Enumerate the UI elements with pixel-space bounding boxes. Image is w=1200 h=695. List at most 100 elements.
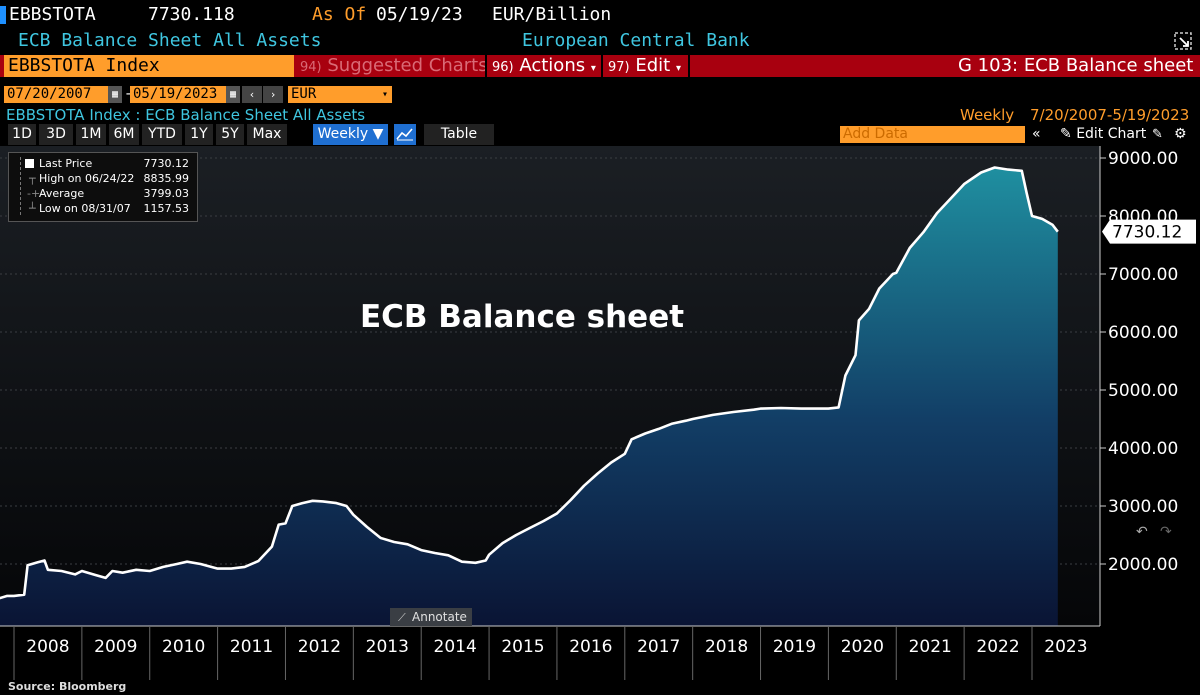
page-title: G 103: ECB Balance sheet: [958, 55, 1194, 76]
legend-last-price: Last Price 7730.12: [9, 156, 197, 171]
svg-text:↷: ↷: [1160, 524, 1172, 540]
tab-1y[interactable]: 1Y: [185, 124, 213, 145]
date-range-label: 7/20/2007-5/19/2023: [1030, 106, 1190, 124]
legend-label: Last Price: [39, 157, 93, 170]
currency-value: EUR: [291, 86, 317, 102]
table-button[interactable]: Table: [424, 124, 494, 145]
range-dash: -: [124, 86, 133, 102]
x-tick-label: 2023: [1044, 637, 1087, 657]
pencil-icon: ✎: [1060, 126, 1072, 142]
start-date-field[interactable]: 07/20/2007: [4, 86, 122, 103]
last-value: 7730.118: [148, 4, 235, 25]
end-date: 05/19/2023: [133, 86, 218, 102]
undo-icon[interactable]: ↶: [1136, 524, 1148, 540]
x-tick-label: 2022: [976, 637, 1019, 657]
x-tick-label: 2008: [26, 637, 69, 657]
legend-high: ┬ High on 06/24/22 8835.99: [9, 171, 197, 186]
y-tick-label: 7000.00: [1108, 265, 1178, 285]
suggested-num: 94): [300, 60, 322, 75]
y-tick-label: 9000.00: [1108, 149, 1178, 169]
series-area: [0, 167, 1058, 626]
as-of-date: 05/19/23: [376, 4, 463, 25]
chevron-down-icon: ▾: [381, 89, 389, 100]
tab-1m[interactable]: 1M: [76, 124, 106, 145]
frequency-value: Weekly: [317, 126, 369, 142]
divider: [601, 55, 603, 77]
calendar-icon[interactable]: ▦: [226, 86, 240, 103]
legend-value: 1157.53: [143, 202, 190, 215]
suggested-charts-menu[interactable]: 94) Suggested Charts: [300, 55, 488, 77]
edit-menu[interactable]: 97) Edit ▾: [608, 55, 681, 77]
start-date: 07/20/2007: [7, 86, 92, 102]
calendar-icon[interactable]: ▦: [108, 86, 122, 103]
annotate-button[interactable]: ⟋ Annotate: [390, 608, 472, 626]
chevron-down-icon: ▼: [372, 126, 384, 142]
line-chart-icon[interactable]: [394, 124, 416, 145]
legend-swatch: [25, 159, 34, 168]
units: EUR/Billion: [492, 4, 612, 25]
tab-ytd[interactable]: YTD: [142, 124, 182, 145]
divider: [688, 55, 690, 77]
frequency-dropdown[interactable]: Weekly ▼: [313, 124, 388, 145]
chart-subtitle: EBBSTOTA Index : ECB Balance Sheet All A…: [6, 106, 366, 124]
actions-menu[interactable]: 96) Actions ▾: [492, 55, 596, 77]
x-tick-label: 2018: [705, 637, 748, 657]
currency-select[interactable]: EUR: [288, 86, 392, 103]
redo-icon[interactable]: ↷: [1160, 524, 1172, 540]
chevron-down-icon: ▾: [590, 63, 596, 74]
frequency-label: Weekly: [960, 106, 1015, 124]
tab-1d[interactable]: 1D: [8, 124, 36, 145]
toolbar: [0, 55, 1200, 77]
divider: [485, 55, 487, 77]
header-row: EBBSTOTA 7730.118 As Of 05/19/23 EUR/Bil…: [0, 4, 1200, 26]
collapse-icon[interactable]: «: [1032, 126, 1041, 142]
expand-icon[interactable]: [1174, 32, 1192, 50]
security-field[interactable]: EBBSTOTA Index: [4, 55, 294, 77]
source-note: Source: Bloomberg: [8, 680, 127, 693]
tab-5y[interactable]: 5Y: [216, 124, 244, 145]
y-tick-label: 4000.00: [1108, 439, 1178, 459]
chart-title: ECB Balance sheet: [360, 299, 684, 335]
security-marker: [0, 6, 6, 24]
legend-average: -+- Average 3799.03: [9, 186, 197, 201]
legend-value: 7730.12: [143, 157, 190, 170]
legend-bracket: [20, 157, 22, 215]
suggested-label: Suggested Charts: [327, 55, 488, 76]
legend-value: 8835.99: [143, 172, 190, 185]
end-date-field[interactable]: 05/19/2023: [130, 86, 238, 103]
annotate-label: Annotate: [412, 610, 467, 624]
x-tick-label: 2016: [569, 637, 612, 657]
edit-chart-button[interactable]: ✎ Edit Chart: [1060, 126, 1146, 143]
last-value-tag: 7730.12: [1102, 219, 1196, 244]
gear-icon[interactable]: ⚙: [1174, 126, 1187, 142]
tab-3d[interactable]: 3D: [39, 124, 73, 145]
edit-label: Edit: [635, 55, 671, 76]
tab-6m[interactable]: 6M: [109, 124, 139, 145]
actions-num: 96): [492, 60, 514, 75]
prev-period-button[interactable]: ‹: [242, 86, 262, 103]
legend-low: ┴ Low on 08/31/07 1157.53: [9, 201, 197, 216]
tab-max[interactable]: Max: [247, 124, 287, 145]
y-tick-label: 5000.00: [1108, 381, 1178, 401]
ticker: EBBSTOTA: [9, 4, 96, 25]
x-tick-label: 2021: [909, 637, 952, 657]
x-tick-label: 2010: [162, 637, 205, 657]
series-line: [0, 166, 1059, 600]
legend-label: Average: [39, 187, 85, 200]
x-tick-label: 2014: [434, 637, 477, 657]
legend-label: High on 06/24/22: [39, 172, 135, 185]
next-period-button[interactable]: ›: [263, 86, 283, 103]
add-data-input[interactable]: Add Data: [840, 126, 1025, 143]
source-name: European Central Bank: [522, 30, 750, 51]
security-description: ECB Balance Sheet All Assets: [18, 30, 322, 51]
edit-pencil-icon[interactable]: ✎: [1152, 127, 1163, 142]
pencil-icon: ⟋: [398, 611, 406, 624]
edit-chart-label: Edit Chart: [1076, 126, 1147, 142]
y-tick-label: 2000.00: [1108, 555, 1178, 575]
last-value-label: 7730.12: [1112, 223, 1182, 243]
chevron-down-icon: ▾: [675, 63, 681, 74]
x-tick-label: 2017: [637, 637, 680, 657]
x-tick-label: 2009: [94, 637, 137, 657]
x-tick-label: 2020: [841, 637, 884, 657]
x-tick-label: 2013: [366, 637, 409, 657]
